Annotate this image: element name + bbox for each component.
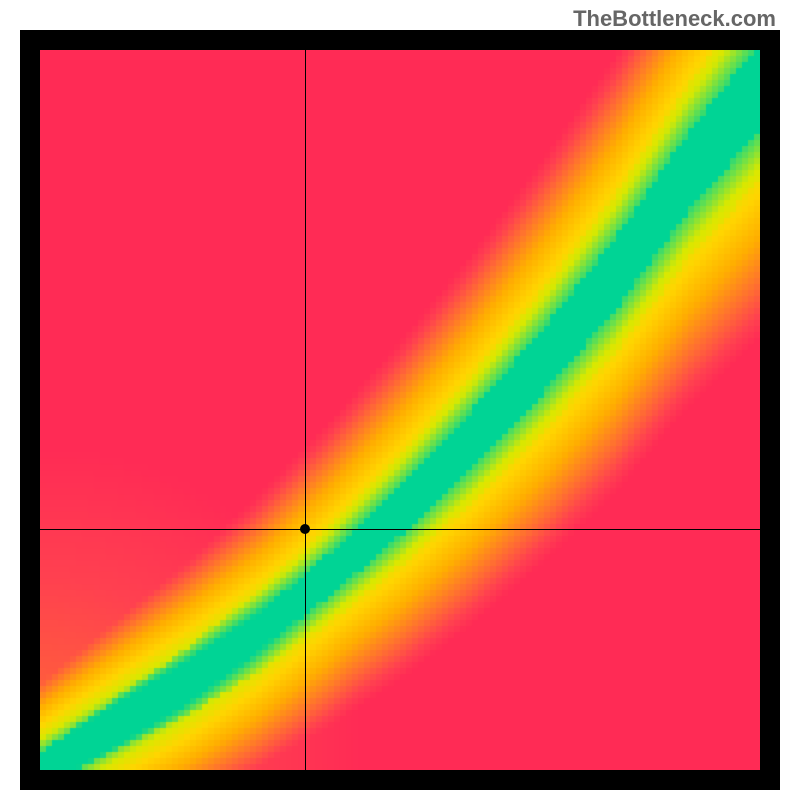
plot-outer-frame [20,30,780,790]
heatmap-canvas [40,50,760,770]
watermark-text: TheBottleneck.com [573,6,776,32]
crosshair-horizontal [40,529,760,530]
crosshair-vertical [305,50,306,770]
marker-dot [300,524,310,534]
plot-area [40,50,760,770]
